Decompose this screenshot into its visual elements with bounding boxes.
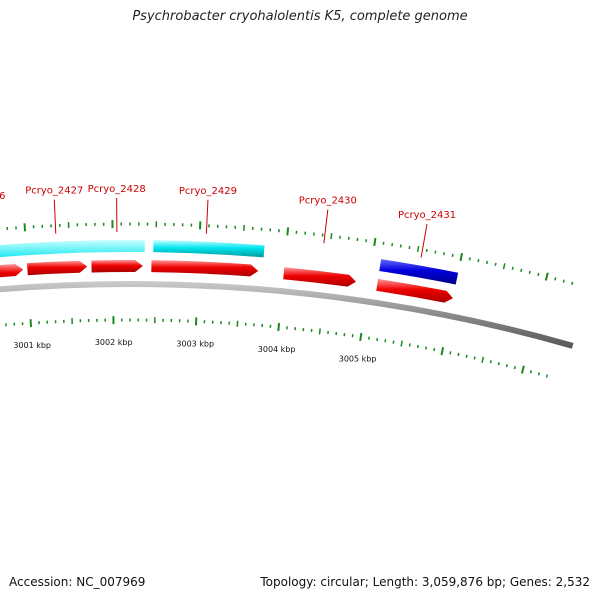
outer-tick <box>416 245 420 253</box>
inner-tick <box>520 365 525 374</box>
outer-tick <box>528 270 531 275</box>
gene-label: Pcryo_2430 <box>299 196 357 207</box>
outer-tick <box>494 262 497 266</box>
genome-title: Psychrobacter cryohalolentis K5, complet… <box>132 9 468 24</box>
reverse-strand-layer <box>0 259 453 303</box>
outer-tick <box>23 223 27 232</box>
outer-tick <box>459 252 464 262</box>
gene-label: Pcryo_2431 <box>398 210 456 221</box>
forward-block <box>153 240 265 258</box>
inner-tick <box>440 347 445 356</box>
outer-tick <box>408 245 411 250</box>
outer-tick <box>520 268 523 272</box>
forward-block-highlight <box>379 259 459 285</box>
inner-tick <box>489 360 492 364</box>
inner-tick <box>392 340 395 344</box>
inner-tick <box>537 372 541 376</box>
gene-arrow <box>151 260 259 277</box>
outer-tick <box>485 260 489 265</box>
gene-arrow <box>0 264 24 278</box>
inner-tick <box>529 370 533 374</box>
outer-tick <box>434 250 437 254</box>
inner-tick <box>29 319 33 328</box>
gene-label: Pcryo_2429 <box>179 186 237 197</box>
outer-tick <box>562 279 565 283</box>
outer-tick <box>443 252 446 256</box>
outer-tick <box>544 272 549 281</box>
gene-label-leader <box>53 199 57 234</box>
gene-arrow <box>376 278 453 303</box>
inner-tick <box>400 340 403 347</box>
kbp-label: 3002 kbp <box>95 338 133 347</box>
gene-label: Pcryo_2427 <box>25 186 83 197</box>
genome-info-text: Topology: circular; Length: 3,059,876 bp… <box>260 575 590 589</box>
inner-tick <box>457 352 460 357</box>
outer-tick <box>502 263 506 270</box>
gene-label-leader <box>323 209 329 244</box>
kbp-label: 3001 kbp <box>13 341 51 350</box>
inner-tick <box>465 354 468 358</box>
forward-strand-layer <box>0 240 459 285</box>
inner-tick <box>449 351 452 355</box>
inner-tick <box>433 347 436 352</box>
outer-tick <box>511 266 514 270</box>
outer-tick <box>286 227 290 236</box>
inner-tick <box>513 365 517 370</box>
outer-tick <box>425 248 428 253</box>
backbone-arc <box>0 281 574 349</box>
outer-tick <box>373 237 377 247</box>
gene-label: Pcryo_2428 <box>88 184 146 195</box>
gene-arrow <box>91 259 143 273</box>
accession-text: Accession: NC_007969 <box>9 575 146 589</box>
backbone-layer <box>0 281 574 349</box>
outer-tick <box>330 233 333 240</box>
gene-arrow <box>283 267 356 287</box>
gene-arrow <box>27 260 88 276</box>
inner-tick <box>425 346 428 350</box>
kbp-label: 3003 kbp <box>176 339 214 348</box>
inner-tick <box>545 374 549 378</box>
outer-tick <box>468 257 471 261</box>
kbp-label: 3005 kbp <box>339 355 377 364</box>
kbp-label: 3004 kbp <box>258 345 296 354</box>
inner-tick <box>473 356 476 360</box>
inner-tick <box>359 332 363 342</box>
gene-label-layer: Pcryo_2425Pcryo_2426Pcryo_2427Pcryo_2428… <box>0 184 456 258</box>
gene-label-leader <box>420 224 428 258</box>
outer-tick <box>554 277 557 281</box>
inner-tick <box>318 328 321 335</box>
inner-tick <box>481 356 485 363</box>
outer-tick <box>571 281 574 286</box>
tick-layer <box>5 220 574 378</box>
inner-tick <box>497 362 500 366</box>
outer-tick <box>451 253 454 257</box>
inner-tick <box>408 343 411 347</box>
forward-block <box>0 240 145 258</box>
inner-tick <box>277 322 281 332</box>
gene-label-leader <box>205 199 209 234</box>
gene-label: Pcryo_2426 <box>0 191 6 202</box>
outer-tick <box>477 259 480 263</box>
inner-tick <box>505 363 508 368</box>
inner-tick <box>416 344 419 349</box>
outer-tick <box>537 272 540 277</box>
